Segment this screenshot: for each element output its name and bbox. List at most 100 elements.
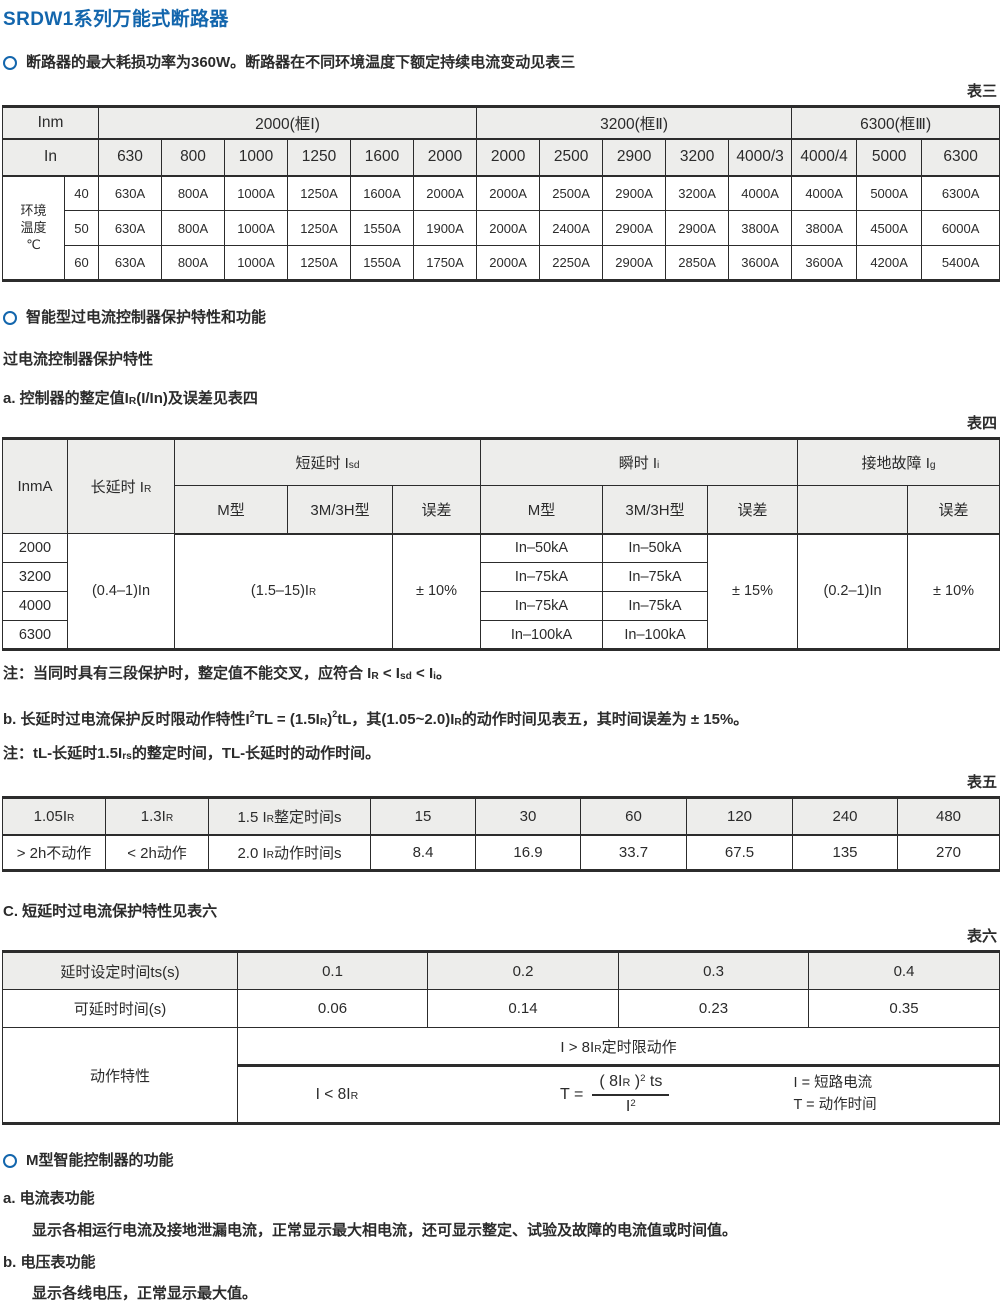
table-cell: 0.06 (237, 989, 428, 1028)
table-long-delay-times: 1.05IR 1.3IR 1.5 IR整定时间s 15 30 60 120 24… (2, 796, 1000, 872)
table-short-delay: 延时设定时间ts(s) 0.1 0.2 0.3 0.4 可延时时间(s) 0.0… (2, 950, 1000, 1125)
table-cell: In–50kA (480, 533, 603, 563)
item-c-short-delay: C. 短延时过电流保护特性见表六 (3, 903, 218, 920)
column-header: 误差 (392, 485, 481, 535)
table-cell: 6000A (921, 210, 1000, 246)
table-cell: 800A (161, 210, 225, 246)
section-heading-text: M型智能控制器的功能 (26, 1152, 174, 1169)
table-cell: (0.4–1)In (67, 533, 175, 650)
table-row: 延时设定时间ts(s) 0.1 0.2 0.3 0.4 (2, 951, 1000, 990)
table-cell: In–100kA (602, 620, 708, 650)
table-label-3: 表三 (966, 83, 997, 100)
column-header: 1600 (350, 138, 414, 177)
table-cell: 0.3 (618, 951, 809, 990)
table-cell: 67.5 (686, 834, 793, 871)
table-cell: 2900A (602, 245, 667, 281)
column-header: 800 (161, 138, 225, 177)
subheading-overcurrent: 过电流控制器保护特性 (3, 351, 154, 368)
table-cell-action-detail: I < 8IR T = ( 8IR )2 ts I2 I = 短路电流 T = … (237, 1065, 1000, 1124)
table-label-4: 表四 (966, 415, 997, 432)
table-cell: 3600A (728, 245, 793, 281)
column-header: 2900 (602, 138, 667, 177)
table-cell: ± 15% (706, 533, 799, 650)
table-row: 环境 温度 ℃ 40 630A 800A 1000A 1250A 1600A 2… (2, 175, 1000, 281)
column-header: 4000/3 (728, 138, 793, 177)
item-b-voltmeter: b. 电压表功能 (3, 1254, 96, 1271)
table-cell: In–100kA (480, 620, 603, 650)
table-setting-error: InmA 长延时 IR 短延时 Isd 瞬时 Ii 接地故障 Ig M型 3M/… (2, 437, 1000, 651)
column-header: 误差 (907, 485, 1000, 535)
section-heading-m-type: M型智能控制器的功能 (3, 1151, 1000, 1170)
table-cell: In–75kA (480, 591, 603, 621)
table-cell: 630A (98, 175, 162, 211)
table-cell: 3600A (791, 245, 858, 281)
table-row: 60 630A 800A 1000A 1250A 1550A 1750A 200… (3, 245, 1000, 281)
table-cell: 5400A (921, 245, 1000, 281)
item-a-ammeter-desc: 显示各相运行电流及接地泄漏电流，正常显示最大相电流，还可显示整定、试验及故障的电… (32, 1222, 738, 1239)
table-cell: 135 (792, 834, 898, 871)
column-header: 长延时 IR (67, 438, 175, 534)
table-cell: 0.4 (808, 951, 1000, 990)
column-header: 2000 (412, 138, 478, 177)
row-header-line: 温度 (20, 220, 47, 236)
table-cell: (0.2–1)In (797, 533, 909, 650)
row-header-temp: 50 (64, 210, 99, 246)
item-b-voltmeter-desc: 显示各线电压，正常显示最大值。 (32, 1285, 258, 1302)
column-header: M型 (174, 485, 288, 535)
table-cell: 1250A (287, 210, 351, 246)
table-cell: 4500A (856, 210, 923, 246)
column-header: 4000/4 (791, 138, 858, 177)
item-a-ammeter: a. 电流表功能 (3, 1190, 95, 1207)
row-header: 可延时时间(s) (2, 989, 238, 1028)
column-header: 1.5 IR整定时间s (208, 797, 371, 836)
column-header: 瞬时 Ii (479, 438, 799, 486)
intro-text: 断路器的最大耗损功率为360W。断路器在不同环境温度下额定持续电流变动见表三 (26, 54, 576, 71)
table-cell: In–75kA (602, 562, 708, 592)
condition-below-8ir: I < 8IR (315, 1085, 359, 1103)
note-table4: 注：当同时具有三段保护时，整定值不能交叉，应符合 IR < Isd < Ii。 (3, 665, 451, 682)
intro-line: 断路器的最大耗损功率为360W。断路器在不同环境温度下额定持续电流变动见表三 (3, 53, 1000, 72)
table-cell: 0.35 (808, 989, 1000, 1028)
table-row: 50 630A 800A 1000A 1250A 1550A 1900A 200… (3, 210, 1000, 246)
table-cell: 0.23 (618, 989, 809, 1028)
table-cell: 1750A (412, 245, 478, 281)
table-cell: 480 (897, 797, 1000, 836)
table-cell: 270 (897, 834, 1000, 871)
column-header: 5000 (856, 138, 923, 177)
item-a-setting-values: a. 控制器的整定值IR(I/In)及误差见表四 (3, 390, 258, 407)
table-row: 6300 In–100kA In–100kA (2, 620, 1000, 650)
table-cell: 4000A (791, 175, 858, 211)
table-cell: 2000A (476, 210, 541, 246)
table-cell: 33.7 (580, 834, 687, 871)
column-header: 接地故障 Ig (797, 438, 1000, 486)
table-row: InmA 长延时 IR 短延时 Isd 瞬时 Ii 接地故障 Ig (2, 438, 1000, 534)
table-cell: 1600A (350, 175, 414, 211)
column-header: 3M/3H型 (287, 485, 393, 535)
table-cell: In–75kA (480, 562, 603, 592)
column-header: Inm (2, 106, 99, 140)
legend-line: I = 短路电流 (793, 1075, 873, 1092)
table-rated-current: Inm 2000(框Ⅰ) 3200(框Ⅱ) 6300(框Ⅲ) In 630 80… (2, 105, 1000, 282)
table-cell: 630A (98, 210, 162, 246)
table-row: > 2h不动作 < 2h动作 2.0 IR动作时间s 8.4 16.9 33.7… (2, 834, 1000, 871)
table-cell: 15 (370, 797, 476, 836)
column-header: M型 (480, 485, 603, 535)
table-cell: > 2h不动作 (2, 834, 106, 871)
table-cell: 2400A (539, 210, 604, 246)
column-header: 1000 (224, 138, 288, 177)
row-header: 4000 (2, 591, 68, 621)
column-header: 630 (98, 138, 162, 177)
section-heading-protection: 智能型过电流控制器保护特性和功能 (3, 308, 1000, 327)
row-header: 延时设定时间ts(s) (2, 951, 238, 990)
formula: T = ( 8IR )2 ts I2 (436, 1073, 794, 1116)
table-cell: 2500A (539, 175, 604, 211)
column-header: In (2, 138, 99, 177)
column-header: 3200(框Ⅱ) (476, 106, 793, 140)
formula-prefix: T = (560, 1085, 584, 1103)
column-header: 6300 (921, 138, 1000, 177)
table-cell: 2850A (665, 245, 730, 281)
row-header-line: ℃ (26, 237, 41, 253)
bullet-circle-icon (3, 1153, 17, 1168)
item-b-inverse-time: b. 长延时过电流保护反时限动作特性I2TL = (1.5IR)2tL，其(1.… (3, 709, 749, 729)
